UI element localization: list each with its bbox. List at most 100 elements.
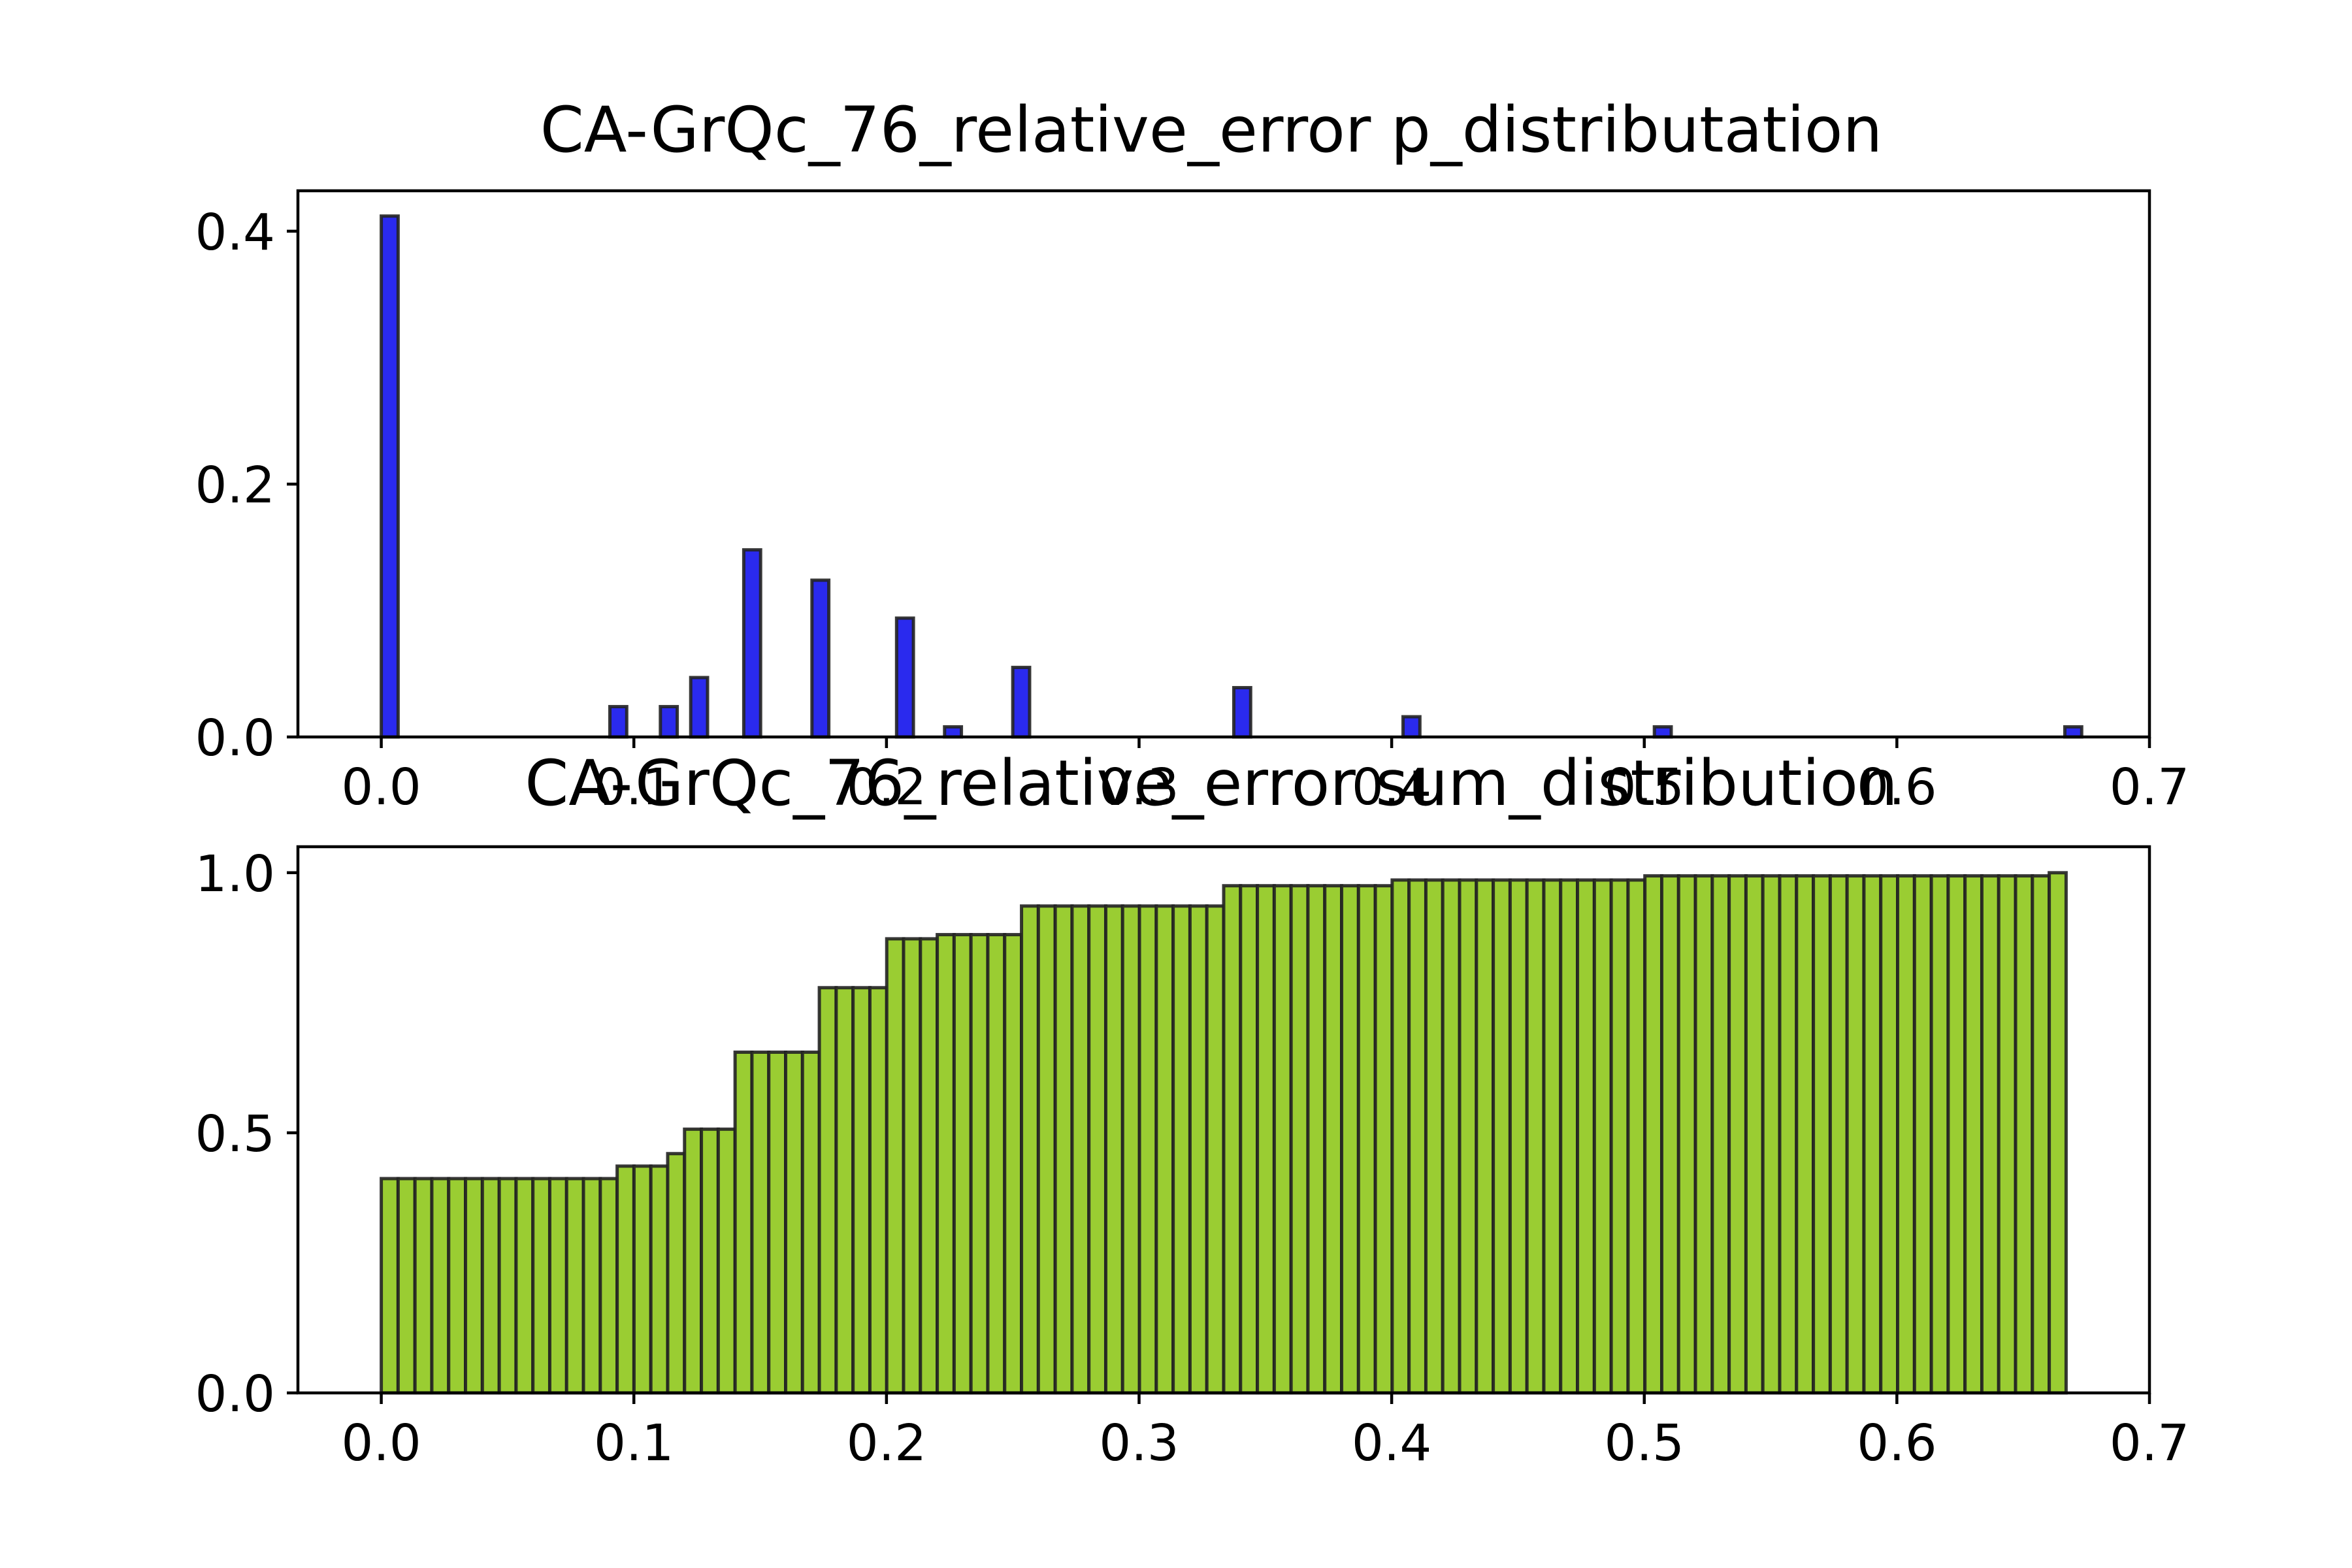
x-tick-label: 0.4 bbox=[1352, 759, 1431, 817]
x-tick-label: 0.4 bbox=[1352, 1414, 1431, 1473]
bar bbox=[919, 937, 939, 1395]
bar bbox=[1744, 874, 1765, 1395]
bar bbox=[943, 725, 964, 739]
bar bbox=[1137, 904, 1158, 1395]
bar bbox=[1475, 878, 1495, 1395]
bar bbox=[659, 705, 679, 739]
bar bbox=[784, 1051, 804, 1395]
bar bbox=[480, 1177, 501, 1395]
bar bbox=[1087, 904, 1107, 1395]
bar bbox=[1643, 874, 1663, 1395]
bar bbox=[810, 578, 831, 739]
bar bbox=[1525, 878, 1546, 1395]
bar bbox=[447, 1177, 468, 1395]
bar bbox=[817, 986, 838, 1395]
bar bbox=[608, 705, 629, 739]
plot-frame bbox=[296, 845, 2151, 1395]
bar bbox=[1559, 878, 1580, 1395]
bar bbox=[1542, 878, 1563, 1395]
bar bbox=[1256, 884, 1276, 1395]
x-tick-label: 0.5 bbox=[1605, 1414, 1684, 1473]
bar bbox=[1356, 884, 1377, 1395]
x-tick-label: 0.7 bbox=[2110, 1414, 2189, 1473]
bar bbox=[1626, 878, 1647, 1395]
bar bbox=[1508, 878, 1529, 1395]
bar bbox=[1659, 874, 1680, 1395]
bar bbox=[969, 933, 990, 1395]
bar bbox=[902, 937, 923, 1395]
bar bbox=[936, 933, 956, 1395]
bar bbox=[464, 1177, 484, 1395]
bar bbox=[834, 986, 855, 1395]
y-axis: 0.0 0.5 1.0 bbox=[195, 845, 298, 1424]
bar bbox=[1036, 904, 1057, 1395]
y-tick-label: 1.0 bbox=[195, 845, 275, 904]
chart-title: CA-GrQc_76_relative_error p_distributati… bbox=[540, 93, 1883, 167]
bar bbox=[742, 548, 762, 739]
chart-title: CA-GrQc_76_relative_error sum_distributi… bbox=[525, 747, 1898, 820]
x-tick-label: 0.6 bbox=[1857, 1414, 1936, 1473]
bar bbox=[1407, 878, 1428, 1395]
x-tick-label: 0.5 bbox=[1605, 759, 1684, 817]
x-axis: 0.0 0.1 0.2 0.3 0.4 0.5 0.6 0.7 bbox=[341, 1393, 2189, 1473]
bar bbox=[1340, 884, 1360, 1395]
x-axis: 0.0 0.1 0.2 0.3 0.4 0.5 0.6 0.7 bbox=[341, 737, 2189, 817]
x-tick-label: 0.3 bbox=[1099, 1414, 1179, 1473]
sum-distribution-chart: 0.0 0.1 0.2 0.3 0.4 0.5 0.6 0.7 0.0 0.5 1.0 CA-Gr… bbox=[195, 747, 2190, 1473]
bar bbox=[2014, 874, 2034, 1395]
bar bbox=[1963, 874, 1984, 1395]
bar bbox=[1912, 874, 1933, 1395]
bar bbox=[1845, 874, 1866, 1395]
bar bbox=[1441, 878, 1462, 1395]
bar bbox=[380, 1177, 400, 1395]
y-tick-label: 0.5 bbox=[195, 1105, 275, 1164]
bar bbox=[1946, 874, 1967, 1395]
bar bbox=[851, 986, 872, 1395]
bar bbox=[1795, 874, 1816, 1395]
x-tick-label: 0.2 bbox=[847, 1414, 926, 1473]
y-axis: 0.0 0.2 0.4 bbox=[195, 204, 298, 768]
bar bbox=[1390, 878, 1411, 1395]
p-distribution-chart: CA-GrQc_76_relative_error p_distributati… bbox=[195, 93, 2190, 817]
bar bbox=[683, 1127, 704, 1395]
bar bbox=[767, 1051, 788, 1395]
bar bbox=[1458, 878, 1478, 1395]
bar bbox=[2031, 874, 2051, 1395]
bar bbox=[1676, 874, 1697, 1395]
bar bbox=[1011, 666, 1032, 739]
bar bbox=[885, 937, 906, 1395]
bar bbox=[1154, 904, 1175, 1395]
bar bbox=[615, 1164, 636, 1395]
bar bbox=[1592, 878, 1613, 1395]
bar bbox=[1609, 878, 1630, 1395]
bar bbox=[1306, 884, 1327, 1395]
bar bbox=[1879, 874, 1900, 1395]
bar bbox=[800, 1051, 821, 1395]
bar bbox=[1778, 874, 1799, 1395]
bar bbox=[986, 933, 1007, 1395]
bar bbox=[1997, 874, 2017, 1395]
bar bbox=[1323, 884, 1344, 1395]
bar bbox=[1205, 904, 1226, 1395]
bar bbox=[547, 1177, 568, 1395]
bar bbox=[1003, 933, 1024, 1395]
bar bbox=[430, 1177, 451, 1395]
x-tick-label: 0.7 bbox=[2110, 759, 2189, 817]
x-tick-label: 0.1 bbox=[594, 1414, 674, 1473]
bar bbox=[1020, 904, 1040, 1395]
y-tick-label: 0.0 bbox=[195, 1365, 275, 1424]
bar bbox=[1401, 715, 1422, 739]
bar bbox=[1980, 874, 2001, 1395]
bar bbox=[649, 1164, 670, 1395]
y-tick-label: 0.0 bbox=[195, 710, 275, 768]
bar bbox=[716, 1127, 737, 1395]
bar bbox=[750, 1051, 771, 1395]
bar bbox=[2063, 725, 2083, 739]
bar bbox=[1232, 686, 1252, 739]
x-tick-label: 0.1 bbox=[594, 759, 674, 817]
bar bbox=[1424, 878, 1445, 1395]
bar bbox=[1239, 884, 1260, 1395]
bar bbox=[1120, 904, 1141, 1395]
bar bbox=[689, 676, 710, 739]
